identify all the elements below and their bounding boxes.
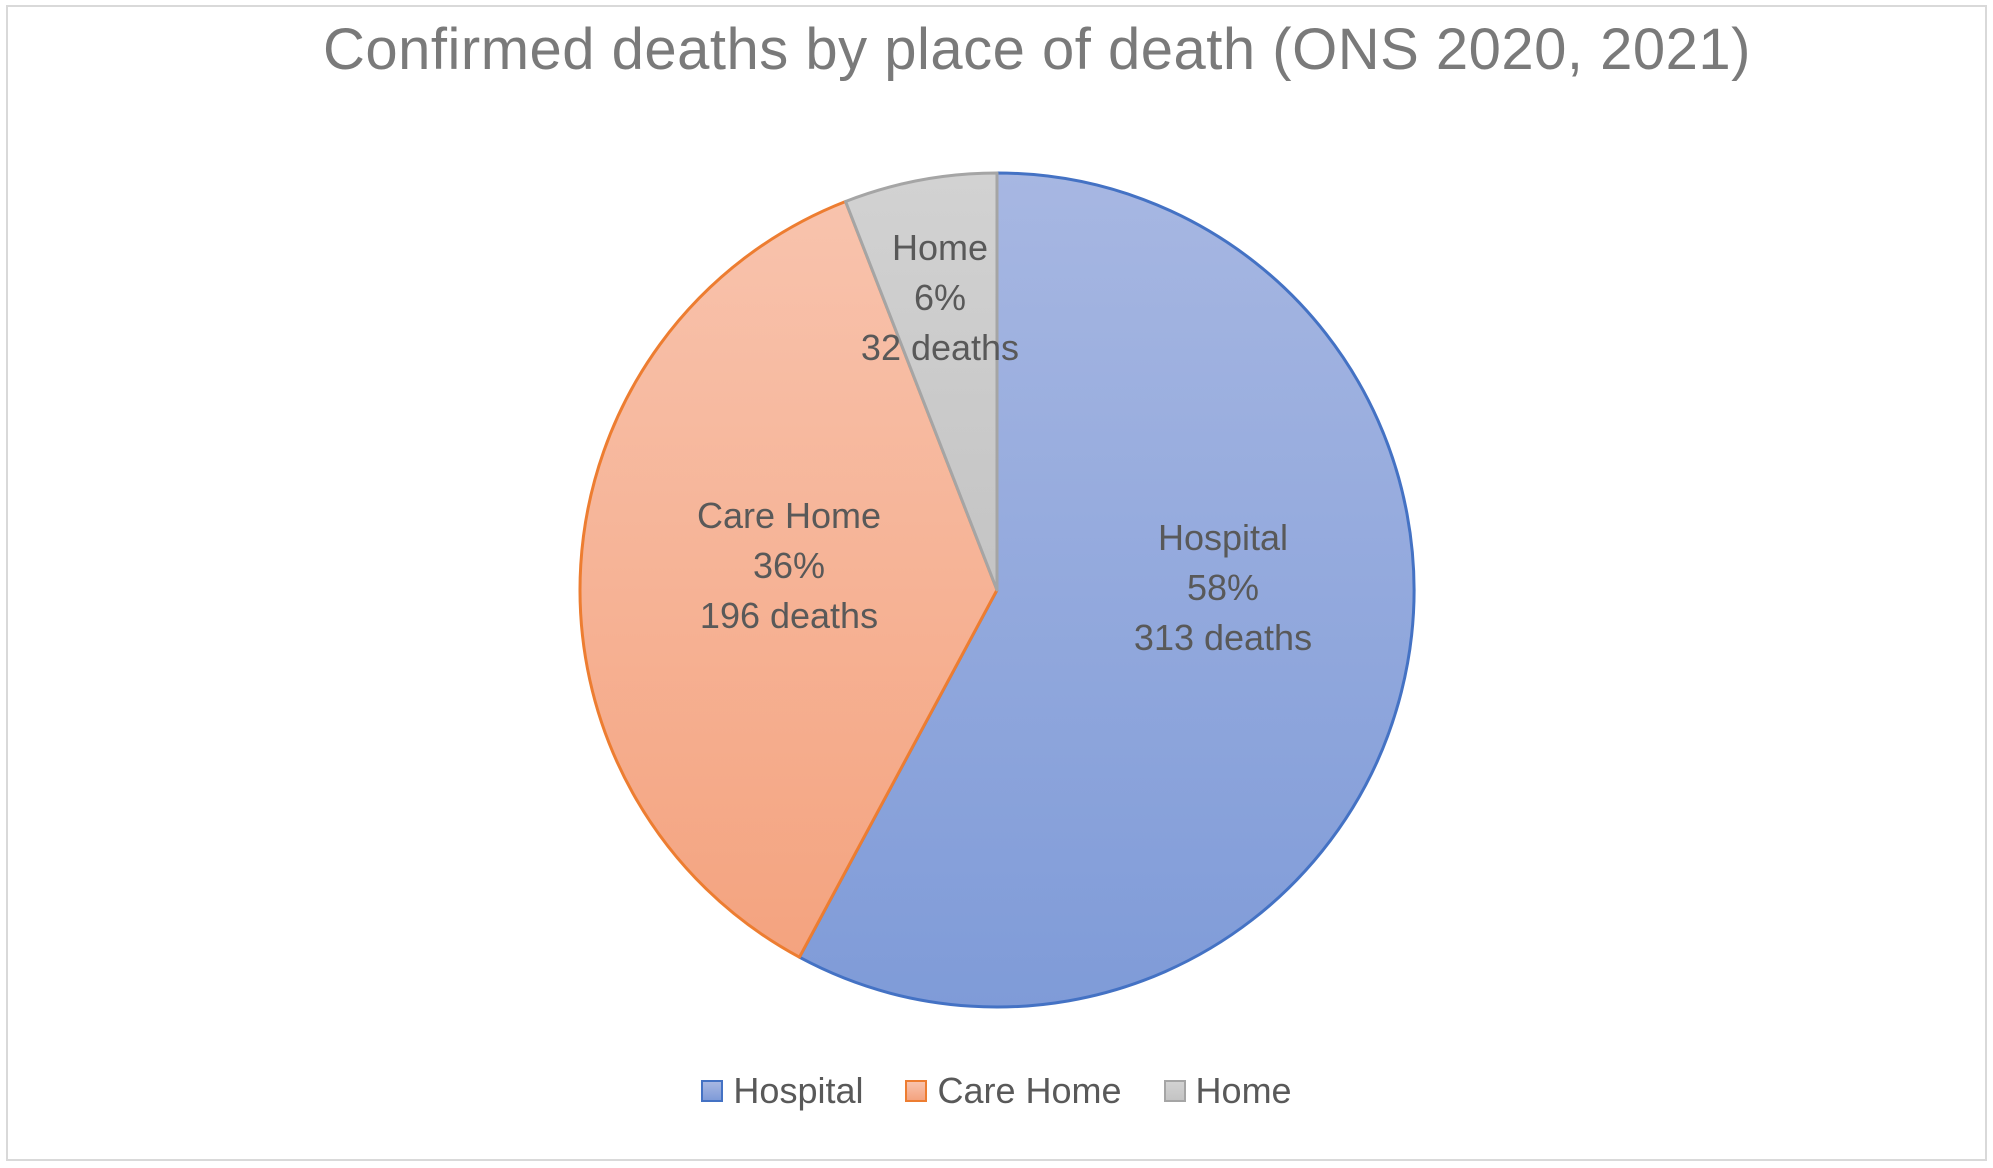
data-label-care-home-value: 196 deaths [700, 595, 878, 636]
legend-label: Hospital [733, 1070, 864, 1111]
data-label-care-home-percent: 36% [753, 545, 825, 586]
legend-item-home: Home [1163, 1070, 1292, 1112]
chart-title: Confirmed deaths by place of death (ONS … [322, 17, 1751, 82]
legend-swatch [1163, 1080, 1186, 1102]
legend-item-care-home: Care Home [905, 1070, 1122, 1112]
pie-slice-home [844, 171, 999, 592]
data-label-home-value: 32 deaths [861, 327, 1019, 368]
slice-labels: Hospital 58% 313 deaths Care Home 36% 196 dea… [697, 227, 1312, 658]
legend-label: Home [1195, 1070, 1292, 1111]
legend: Hospital Care Home Home [0, 1070, 1993, 1112]
data-label-hospital-value: 313 deaths [1134, 617, 1312, 658]
legend-swatch [905, 1080, 928, 1102]
data-label-care-home-name: Care Home [697, 495, 881, 536]
pie-slice-hospital [797, 171, 1416, 1009]
pie-slices [578, 171, 1416, 1009]
data-label-home-percent: 6% [914, 277, 966, 318]
legend-item-hospital: Hospital [701, 1070, 863, 1112]
data-label-hospital-percent: 58% [1187, 567, 1259, 608]
data-label-hospital-name: Hospital [1158, 517, 1288, 558]
legend-swatch [701, 1080, 724, 1102]
pie-slice-care-home [578, 199, 999, 959]
legend-label: Care Home [937, 1070, 1122, 1111]
data-label-home-name: Home [892, 227, 988, 268]
